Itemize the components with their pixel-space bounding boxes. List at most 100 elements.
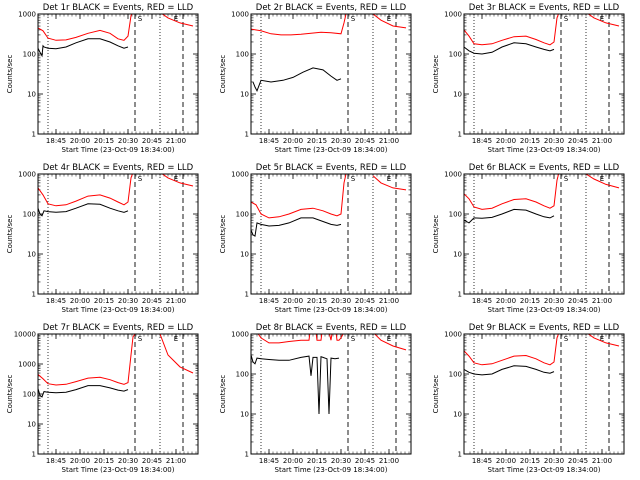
panel-det-8r: Det 8r BLACK = Events, RED = LLD 1 10 100 10…	[219, 323, 412, 474]
marker-label-e: E	[174, 335, 178, 343]
y-tick-label: 100	[449, 371, 462, 379]
series-line-lld-1	[251, 174, 347, 219]
x-tick-label: 21:00	[166, 297, 186, 305]
y-tick-label: 1000	[18, 361, 36, 369]
x-tick-label: 18:45	[46, 297, 66, 305]
marker-label-s: S	[564, 335, 569, 343]
marker-label-s: S	[564, 175, 569, 183]
x-tick-label: 18:45	[259, 137, 279, 145]
x-tick-label: 21:00	[592, 457, 612, 465]
x-axis-label: Start Time (23-Oct-09 18:34:00)	[488, 466, 601, 474]
panel-det-4r: Det 4r BLACK = Events, RED = LLD 1 10 100 10…	[6, 163, 199, 314]
y-tick-label: 1000	[444, 171, 462, 179]
panel-det-3r: Det 3r BLACK = Events, RED = LLD 1 10 100 10…	[432, 3, 625, 154]
y-tick-label: 1000	[231, 331, 249, 339]
y-tick-label: 100	[23, 51, 36, 59]
x-axis-label: Start Time (23-Oct-09 18:34:00)	[62, 306, 175, 314]
x-tick-label: 20:45	[355, 137, 375, 145]
x-axis-label: Start Time (23-Oct-09 18:34:00)	[62, 466, 175, 474]
y-tick-label: 100	[449, 51, 462, 59]
x-tick-label: 18:45	[472, 457, 492, 465]
x-tick-label: 20:00	[496, 297, 516, 305]
x-tick-label: 20:30	[331, 297, 351, 305]
plot-frame	[250, 333, 412, 455]
plot-frame	[250, 173, 412, 295]
series-line-lld-1	[38, 334, 136, 386]
x-tick-label: 20:15	[94, 457, 114, 465]
x-tick-label: 20:45	[142, 457, 162, 465]
plot-frame	[463, 333, 625, 455]
x-tick-label: 20:45	[568, 297, 588, 305]
series-line-lld-2	[161, 174, 194, 187]
x-tick-label: 20:00	[283, 297, 303, 305]
x-tick-label: 18:45	[472, 297, 492, 305]
x-tick-label: 20:00	[496, 457, 516, 465]
plot-frame	[37, 173, 199, 295]
marker-label-e: E	[600, 175, 604, 183]
x-tick-label: 20:30	[544, 297, 564, 305]
y-tick-label: 10	[453, 91, 462, 99]
y-tick-label: 10	[27, 91, 36, 99]
y-tick-label: 1	[32, 451, 36, 459]
series-line-lld-1	[464, 14, 559, 46]
x-axis-label: Start Time (23-Oct-09 18:34:00)	[62, 146, 175, 154]
marker-label-s: S	[351, 175, 356, 183]
y-tick-label: 100	[236, 51, 249, 59]
x-tick-label: 20:15	[94, 137, 114, 145]
panel-title: Det 3r BLACK = Events, RED = LLD	[469, 3, 620, 13]
marker-label-e: E	[387, 15, 391, 23]
x-tick-label: 21:00	[379, 457, 399, 465]
y-axis-label: Counts/sec	[6, 375, 14, 414]
y-tick-label: 100	[449, 211, 462, 219]
x-axis-label: Start Time (23-Oct-09 18:34:00)	[488, 146, 601, 154]
x-tick-label: 21:00	[166, 457, 186, 465]
x-tick-label: 20:00	[496, 137, 516, 145]
panel-title: Det 5r BLACK = Events, RED = LLD	[256, 163, 407, 173]
y-tick-label: 1	[245, 131, 249, 139]
panel-title: Det 2r BLACK = Events, RED = LLD	[256, 3, 407, 13]
x-tick-label: 20:00	[70, 137, 90, 145]
x-tick-label: 21:00	[379, 297, 399, 305]
y-tick-label: 10	[453, 251, 462, 259]
y-tick-label: 100	[23, 391, 36, 399]
series-line-events-0	[464, 365, 555, 376]
x-tick-label: 18:45	[259, 457, 279, 465]
panel-title: Det 9r BLACK = Events, RED = LLD	[469, 323, 620, 333]
x-tick-label: 20:15	[307, 137, 327, 145]
series-line-lld-1	[257, 334, 344, 344]
series-line-events-0	[464, 42, 555, 55]
y-tick-label: 100	[23, 211, 36, 219]
x-tick-label: 20:45	[568, 457, 588, 465]
marker-label-e: E	[387, 175, 391, 183]
marker-label-e: E	[174, 15, 178, 23]
y-axis-label: Counts/sec	[6, 215, 14, 254]
y-axis-label: Counts/sec	[432, 215, 440, 254]
plot-frame	[463, 173, 625, 295]
marker-label-s: S	[138, 15, 143, 23]
series-line-lld-1	[464, 174, 560, 210]
y-tick-label: 1	[245, 451, 249, 459]
plot-frame	[37, 13, 199, 135]
y-tick-label: 1	[32, 131, 36, 139]
x-tick-label: 18:45	[259, 297, 279, 305]
y-tick-label: 1	[458, 291, 462, 299]
y-tick-label: 1000	[231, 11, 249, 19]
panel-title: Det 6r BLACK = Events, RED = LLD	[469, 163, 620, 173]
x-tick-label: 21:00	[592, 137, 612, 145]
marker-label-e: E	[600, 335, 604, 343]
x-axis-label: Start Time (23-Oct-09 18:34:00)	[275, 466, 388, 474]
x-tick-label: 20:15	[520, 457, 540, 465]
series-line-lld-2	[159, 334, 194, 374]
x-tick-label: 20:15	[520, 297, 540, 305]
x-tick-label: 20:30	[331, 137, 351, 145]
panel-det-5r: Det 5r BLACK = Events, RED = LLD 1 10 100 10…	[219, 163, 412, 314]
x-tick-label: 20:30	[118, 297, 138, 305]
series-line-events-0	[38, 38, 129, 58]
marker-label-s: S	[351, 15, 356, 23]
x-tick-label: 20:15	[307, 297, 327, 305]
series-line-lld-1	[464, 334, 559, 366]
x-tick-label: 21:00	[166, 137, 186, 145]
series-line-lld-2	[587, 334, 620, 347]
y-axis-label: Counts/sec	[6, 55, 14, 94]
